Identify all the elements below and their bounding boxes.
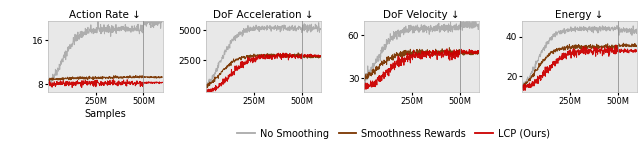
Title: DoF Acceleration ↓: DoF Acceleration ↓ — [213, 10, 314, 20]
Legend: No Smoothing, Smoothness Rewards, LCP (Ours): No Smoothing, Smoothness Rewards, LCP (O… — [234, 125, 554, 143]
Title: Energy ↓: Energy ↓ — [556, 10, 604, 20]
Title: DoF Velocity ↓: DoF Velocity ↓ — [383, 10, 460, 20]
Title: Action Rate ↓: Action Rate ↓ — [69, 10, 141, 20]
X-axis label: Samples: Samples — [84, 109, 126, 119]
